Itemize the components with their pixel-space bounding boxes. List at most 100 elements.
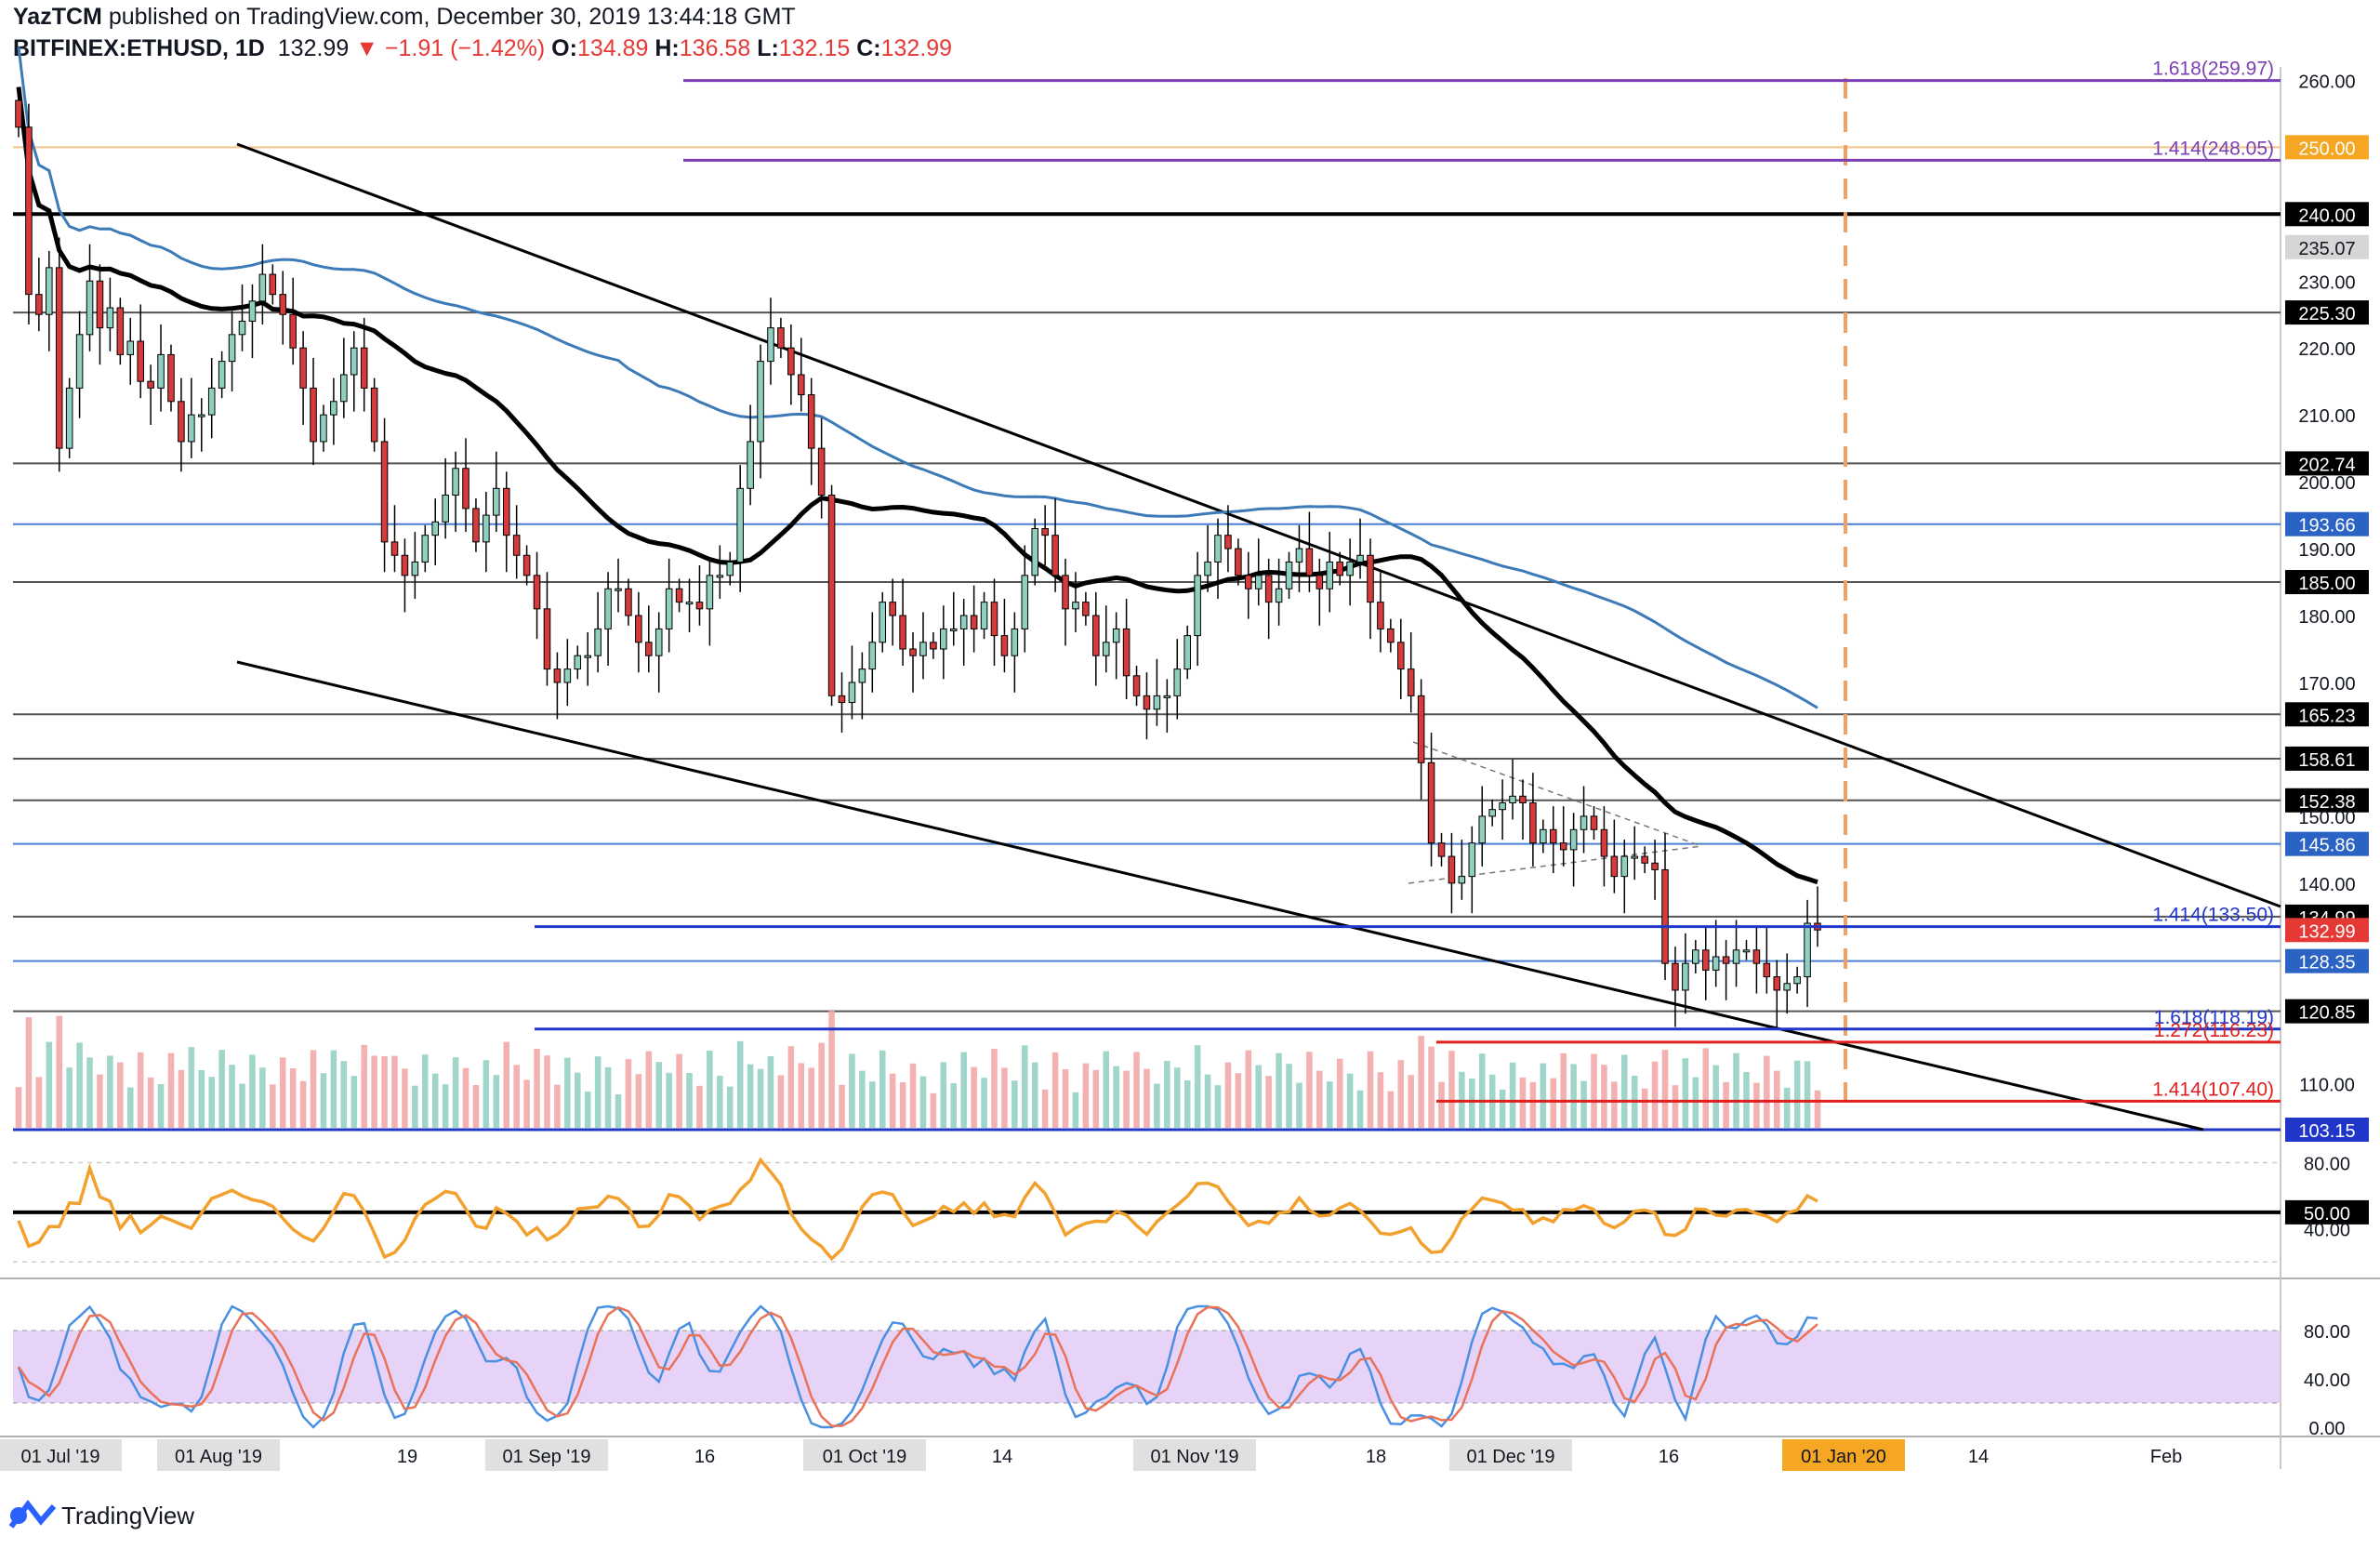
- tradingview-brand[interactable]: TradingView: [61, 1502, 194, 1529]
- candle-body: [1264, 575, 1273, 603]
- candle-body: [1183, 635, 1191, 670]
- volume-bar: [1641, 1088, 1648, 1128]
- candle-body: [1793, 976, 1801, 985]
- price-label-text: 170.00: [2298, 674, 2355, 695]
- candle-body: [370, 387, 378, 443]
- volume-bar: [787, 1046, 795, 1128]
- volume-bar: [107, 1055, 113, 1128]
- time-tick: 01 Nov '19: [1133, 1439, 1256, 1471]
- volume-bar: [767, 1056, 774, 1128]
- time-tick-label: 01 Jul '19: [21, 1447, 100, 1467]
- candle-body: [584, 655, 591, 658]
- volume-bar: [1499, 1089, 1506, 1128]
- candle-body: [1712, 956, 1720, 971]
- volume-bar: [666, 1072, 672, 1128]
- time-tick: 01 Dec '19: [1449, 1439, 1572, 1471]
- volume-bar: [289, 1068, 297, 1128]
- candle-body: [1661, 868, 1669, 964]
- price-label-text: 210.00: [2298, 406, 2355, 427]
- candle-body: [1488, 809, 1496, 817]
- volume-bar: [991, 1049, 998, 1128]
- price-label-text: 140.00: [2298, 875, 2355, 895]
- price-label-box: [2285, 234, 2369, 259]
- price-label-text: 158.61: [2298, 750, 2355, 771]
- volume-bar: [1001, 1067, 1008, 1128]
- candle-body: [798, 374, 805, 396]
- candle-body: [1692, 949, 1699, 964]
- price-label-box: [2285, 451, 2369, 476]
- volume-bar: [15, 1087, 22, 1128]
- volume-bar: [1062, 1069, 1069, 1128]
- candle-body: [116, 307, 125, 355]
- volume-bar: [1438, 1081, 1445, 1128]
- volume-bar: [849, 1053, 855, 1128]
- volume-bar: [696, 1085, 703, 1128]
- volume-bar: [1478, 1053, 1486, 1128]
- publisher-name[interactable]: YazTCM: [13, 4, 102, 30]
- volume-bar: [919, 1076, 927, 1128]
- candle-body: [1742, 949, 1751, 953]
- price-label: 150.00: [2298, 808, 2355, 828]
- volume-bar: [594, 1056, 602, 1128]
- volume-bar: [1296, 1082, 1302, 1128]
- fib-label: 1.414(107.40): [2152, 1079, 2274, 1100]
- volume-bars: [15, 1011, 1821, 1128]
- channel-bottom: [236, 660, 2204, 1132]
- time-tick-box: [1449, 1439, 1572, 1471]
- price-label-box: [2285, 202, 2369, 227]
- volume-bar: [828, 1011, 835, 1128]
- volume-bar: [1814, 1090, 1821, 1128]
- volume-bar: [126, 1087, 134, 1128]
- candle-body: [1377, 602, 1384, 629]
- volume-bar: [584, 1092, 591, 1128]
- price-label-text: 180.00: [2298, 607, 2355, 628]
- price-label-text: 230.00: [2298, 272, 2355, 293]
- time-axis[interactable]: 01 Jul '19 01 Aug '19 19 01 Sep '19 16 01 Oct…: [0, 1439, 2182, 1471]
- volume-bar: [46, 1041, 53, 1128]
- price-label: 152.38: [2285, 788, 2369, 813]
- candle-body: [1112, 628, 1120, 643]
- volume-bar: [1702, 1048, 1710, 1128]
- close-value: 132.99: [880, 35, 953, 61]
- candle-body: [1478, 815, 1487, 844]
- candle-body: [198, 414, 205, 417]
- candle-body: [858, 669, 866, 683]
- volume-bar: [971, 1066, 977, 1128]
- tradingview-chart-icon: [8, 1500, 57, 1529]
- candle-body: [970, 615, 978, 629]
- volume-bar: [950, 1083, 958, 1128]
- volume-bar: [56, 1015, 63, 1128]
- candle-body: [543, 608, 551, 670]
- volume-bar: [86, 1057, 93, 1128]
- volume-bar: [198, 1070, 205, 1128]
- volume-bar: [808, 1067, 814, 1128]
- candle-body: [807, 394, 815, 449]
- price-label-box: [2285, 918, 2369, 943]
- candle-body: [126, 340, 135, 355]
- time-tick: Feb: [2150, 1447, 2182, 1467]
- volume-bar: [1072, 1092, 1079, 1128]
- volume-bar: [25, 1017, 33, 1128]
- volume-bar: [167, 1053, 175, 1128]
- stoch-d-line: [17, 1305, 1818, 1427]
- volume-bar: [625, 1059, 632, 1128]
- volume-bar: [1346, 1073, 1354, 1128]
- ma-50-line: [16, 86, 1818, 885]
- candle-body: [706, 575, 714, 610]
- candle-body: [1519, 795, 1527, 804]
- volume-bar: [1154, 1083, 1160, 1128]
- volume-bar: [909, 1063, 917, 1128]
- candle-body: [248, 300, 257, 322]
- volume-bar: [1793, 1060, 1801, 1128]
- candle-body: [1437, 842, 1446, 857]
- price-axis[interactable]: 260.00 250.00 240.00 235.07 230.00 225.30 220.…: [2285, 72, 2369, 1142]
- volume-bar: [188, 1047, 195, 1128]
- candle-body: [1590, 815, 1598, 830]
- volume-bar: [655, 1062, 663, 1128]
- volume-bar: [462, 1067, 469, 1128]
- candle-body: [1427, 761, 1435, 844]
- symbol-info: BITFINEX:ETHUSD, 1D 132.99 ▼ −1.91 (−1.4…: [13, 35, 952, 62]
- symbol-name[interactable]: BITFINEX:ETHUSD, 1D: [13, 35, 265, 61]
- volume-bar: [940, 1062, 947, 1128]
